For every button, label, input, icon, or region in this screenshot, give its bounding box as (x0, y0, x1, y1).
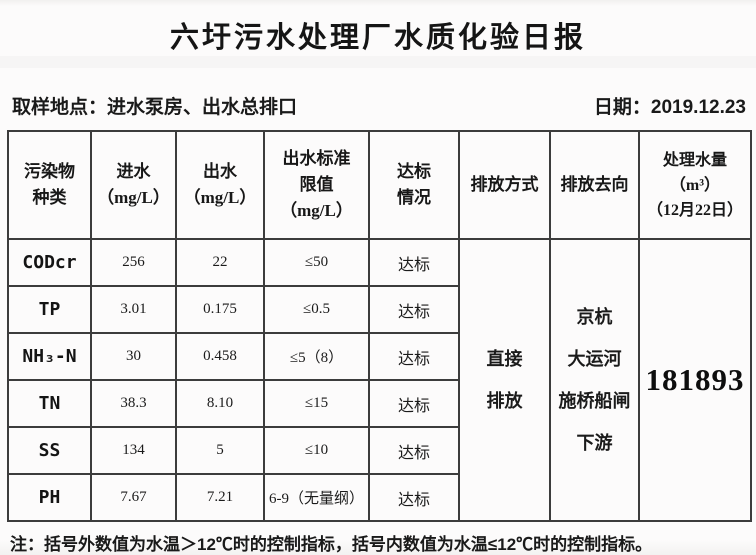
status-value: 达标 (368, 473, 460, 522)
photo-shading-band (0, 56, 756, 68)
inflow-value: 30 (90, 332, 177, 381)
limit-value: ≤5（8） (263, 332, 370, 381)
pollutant-name: SS (7, 426, 92, 475)
table-row-codcr: CODcr 256 22 ≤50 达标 直接 排放 京杭 大运河 施桥船闸 下游… (7, 238, 752, 522)
outflow-value: 8.10 (175, 379, 265, 428)
pollutant-name: CODcr (7, 238, 92, 287)
status-value: 达标 (368, 238, 460, 287)
outflow-value: 22 (175, 238, 265, 287)
footnote: 注：括号外数值为水温＞12℃时的控制指标，括号内数值为水温≤12℃时的控制指标。 (10, 535, 653, 554)
page-title: 六圩污水处理厂水质化验日报 (169, 22, 586, 54)
inflow-value: 134 (90, 426, 177, 475)
header-outflow: 出水 （mg/L） (175, 130, 265, 240)
outflow-value: 5 (175, 426, 265, 475)
inflow-value: 38.3 (90, 379, 177, 428)
outflow-value: 7.21 (175, 473, 265, 522)
table-row-ss: SS 134 5 ≤10 达标 (7, 426, 751, 475)
inflow-value: 7.67 (90, 473, 177, 522)
meta-row: 取样地点：进水泵房、出水总排口 日期：2019.12.23 (12, 92, 746, 119)
report-date-label: 日期：2019.12.23 (593, 97, 746, 118)
treated-volume-cell: 181893 (638, 238, 752, 522)
inflow-value: 256 (90, 238, 177, 287)
table-row-tn: TN 38.3 8.10 ≤15 达标 (7, 379, 751, 428)
limit-value: ≤15 (263, 379, 370, 428)
water-quality-table: 污染物 种类 进水 （mg/L） 出水 （mg/L） 出水标准 限值 （mg/L… (7, 130, 752, 522)
discharge-destination-cell: 京杭 大运河 施桥船闸 下游 (549, 238, 640, 522)
inflow-value: 3.01 (90, 285, 177, 334)
pollutant-name: NH₃-N (7, 332, 92, 381)
header-inflow: 进水 （mg/L） (90, 130, 177, 240)
pollutant-name: TN (7, 379, 92, 428)
table-header-row: 污染物 种类 进水 （mg/L） 出水 （mg/L） 出水标准 限值 （mg/L… (7, 130, 752, 240)
outflow-value: 0.175 (175, 285, 265, 334)
header-compliance: 达标 情况 (368, 130, 460, 240)
limit-value: ≤50 (263, 238, 370, 287)
header-discharge-mode: 排放方式 (458, 130, 551, 240)
table-row-tp: TP 3.01 0.175 ≤0.5 达标 (7, 285, 751, 334)
header-treated-volume: 处理水量 （m³） （12月22日） (638, 130, 752, 240)
limit-value: ≤0.5 (263, 285, 370, 334)
status-value: 达标 (368, 426, 460, 475)
pollutant-name: TP (7, 285, 92, 334)
status-value: 达标 (368, 332, 460, 381)
limit-value: ≤10 (263, 426, 370, 475)
pollutant-name: PH (7, 473, 92, 522)
discharge-mode-cell: 直接 排放 (458, 238, 551, 522)
sampling-location-label: 取样地点：进水泵房、出水总排口 (12, 97, 298, 118)
status-value: 达标 (368, 285, 460, 334)
outflow-value: 0.458 (175, 332, 265, 381)
header-discharge-destination: 排放去向 (549, 130, 640, 240)
table-row-nh3n: NH₃-N 30 0.458 ≤5（8） 达标 (7, 332, 751, 381)
table-row-ph: PH 7.67 7.21 6-9（无量纲） 达标 (7, 473, 751, 522)
limit-value: 6-9（无量纲） (263, 473, 370, 522)
header-pollutant-type: 污染物 种类 (7, 130, 92, 240)
header-outflow-limit: 出水标准 限值 （mg/L） (263, 130, 370, 240)
status-value: 达标 (368, 379, 460, 428)
